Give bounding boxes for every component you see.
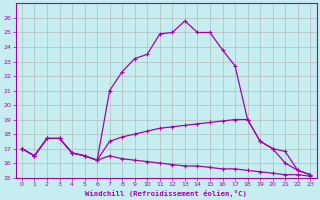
X-axis label: Windchill (Refroidissement éolien,°C): Windchill (Refroidissement éolien,°C)	[85, 190, 247, 197]
